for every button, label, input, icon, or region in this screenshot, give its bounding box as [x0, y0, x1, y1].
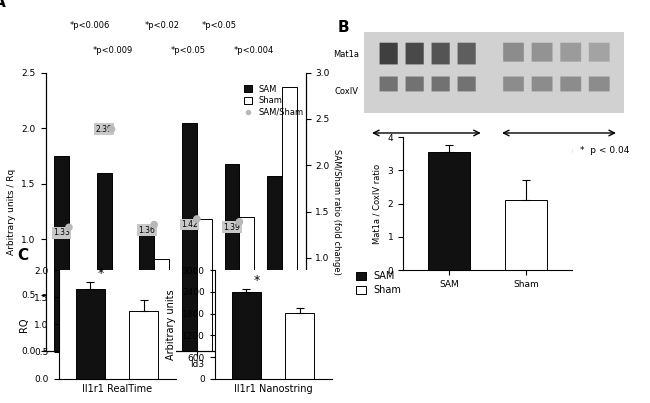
- Bar: [76, 289, 105, 379]
- Bar: [112, 275, 127, 351]
- Bar: [182, 123, 197, 351]
- Text: 1.39: 1.39: [224, 223, 240, 232]
- X-axis label: Il1r1 Nanostring: Il1r1 Nanostring: [234, 384, 312, 395]
- Text: *p<0.009: *p<0.009: [93, 46, 133, 55]
- Text: *: *: [254, 274, 260, 287]
- Point: [107, 126, 117, 132]
- Text: 1.33: 1.33: [53, 229, 70, 237]
- Point: [192, 216, 202, 222]
- Text: *p<0.006: *p<0.006: [70, 21, 110, 30]
- Text: C: C: [18, 248, 29, 263]
- Text: *: *: [98, 267, 104, 280]
- Text: 1.36: 1.36: [138, 226, 155, 235]
- Text: 1.42: 1.42: [181, 220, 198, 229]
- Bar: [97, 172, 112, 351]
- Bar: [129, 311, 158, 379]
- Text: SAM: SAM: [416, 145, 437, 155]
- Text: *p<0.05: *p<0.05: [171, 46, 206, 55]
- Y-axis label: RQ: RQ: [19, 317, 29, 332]
- Bar: [232, 293, 261, 379]
- Text: Mat1a: Mat1a: [333, 50, 359, 59]
- Bar: [428, 152, 470, 270]
- Text: *p<0.05: *p<0.05: [202, 21, 237, 30]
- Text: B: B: [338, 20, 350, 35]
- Bar: [54, 156, 69, 351]
- Y-axis label: Arbitrary units: Arbitrary units: [166, 289, 176, 360]
- Y-axis label: SAM/Sham ratio (fold change): SAM/Sham ratio (fold change): [332, 149, 341, 274]
- Point: [277, 286, 287, 293]
- Text: *  p < 0.04: * p < 0.04: [580, 146, 629, 155]
- Bar: [139, 232, 154, 351]
- Legend: SAM, Sham: SAM, Sham: [354, 270, 403, 297]
- X-axis label: Il1r1 RealTime: Il1r1 RealTime: [82, 384, 152, 395]
- Text: *p<0.004: *p<0.004: [233, 46, 274, 55]
- Text: CoxIV: CoxIV: [335, 87, 359, 96]
- Point: [149, 221, 159, 228]
- Bar: [282, 87, 297, 351]
- Bar: [285, 313, 314, 379]
- Bar: [224, 164, 239, 351]
- Legend: SAM, Sham, SAM/Sham: SAM, Sham, SAM/Sham: [241, 82, 307, 119]
- Bar: [197, 219, 212, 351]
- Bar: [154, 260, 169, 351]
- Bar: [505, 200, 547, 270]
- Bar: [267, 176, 282, 351]
- Text: A: A: [0, 0, 5, 10]
- Point: [234, 218, 244, 225]
- Text: 2.39: 2.39: [96, 125, 112, 133]
- Y-axis label: Arbitrary units / Rq: Arbitrary units / Rq: [7, 168, 16, 255]
- Text: 0.66: 0.66: [266, 296, 283, 305]
- Bar: [239, 217, 254, 351]
- Point: [64, 224, 74, 231]
- Y-axis label: Mat1a / CoxIV ratio: Mat1a / CoxIV ratio: [373, 164, 382, 243]
- Text: *p<0.02: *p<0.02: [145, 21, 180, 30]
- Bar: [69, 275, 84, 351]
- Text: Sham: Sham: [545, 145, 573, 155]
